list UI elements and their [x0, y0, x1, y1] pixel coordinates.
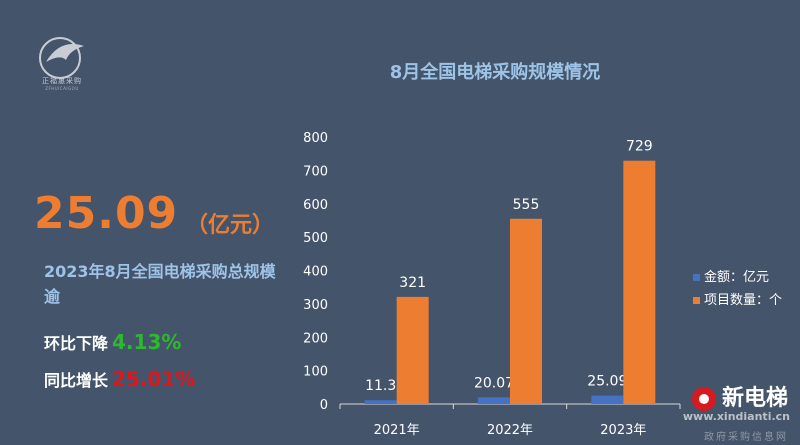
legend-label-amount: 金额：亿元	[704, 270, 770, 285]
x-tick-label: 2022年	[487, 423, 533, 438]
y-tick-label: 700	[303, 164, 328, 179]
x-tick-label: 2023年	[600, 423, 646, 438]
watermark-brand-text: 新电梯	[721, 386, 788, 411]
legend-swatch-count	[693, 297, 700, 304]
stat-mom-label: 环比下降	[44, 334, 109, 353]
data-label: 555	[513, 197, 540, 213]
x-tick-label: 2021年	[374, 423, 420, 438]
bar-amount	[478, 397, 510, 404]
stat-yoy-label: 同比增长	[44, 371, 109, 390]
brand-logo-icon	[691, 387, 716, 411]
chart-title: 8月全国电梯采购规模情况	[389, 62, 601, 83]
stat-mom-value: 4.13%	[112, 330, 182, 354]
logo-text: 正福惠采购	[42, 77, 82, 85]
bar-amount	[364, 400, 397, 404]
legend-label-count: 项目数量：个	[704, 293, 783, 308]
summary-text: 2023年8月全国电梯采购总规模逾	[44, 262, 276, 306]
bar-count	[623, 160, 656, 404]
logo-subtext: ZFHUICAIGOU	[45, 86, 79, 91]
watermark-brand: 新电梯	[691, 380, 788, 412]
stat-yoy-value: 25.01%	[112, 367, 196, 391]
y-tick-label: 200	[303, 331, 328, 346]
chart-legend: 金额：亿元 项目数量：个	[693, 266, 782, 312]
bar-count	[396, 296, 429, 404]
bar-amount	[591, 395, 624, 404]
logo-bird-icon	[39, 37, 84, 79]
data-label: 729	[626, 139, 653, 155]
data-label: 25.09	[587, 374, 627, 390]
y-tick-label: 0	[320, 398, 328, 413]
legend-swatch-amount	[693, 274, 700, 281]
headline-unit: （亿元）	[186, 213, 275, 238]
y-tick-label: 100	[303, 365, 328, 380]
y-tick-label: 800	[303, 131, 328, 146]
bar-count	[510, 218, 542, 404]
data-label: 20.07	[474, 375, 514, 391]
y-tick-label: 300	[303, 298, 328, 313]
stat-mom: 环比下降 4.13%	[44, 330, 181, 354]
watermark-url: www.xindianti.cn	[682, 410, 790, 423]
y-tick-label: 500	[303, 231, 328, 246]
y-tick-label: 400	[303, 265, 328, 280]
watermark-source: 政府采购信息网	[704, 432, 788, 443]
data-label: 321	[399, 275, 426, 291]
stat-yoy: 同比增长 25.01%	[44, 367, 195, 391]
data-label: 11.3	[365, 378, 396, 394]
y-tick-label: 600	[303, 198, 328, 213]
legend-item-amount: 金额：亿元	[693, 266, 782, 289]
headline-value: 25.09	[34, 188, 179, 239]
legend-item-count: 项目数量：个	[693, 289, 782, 312]
